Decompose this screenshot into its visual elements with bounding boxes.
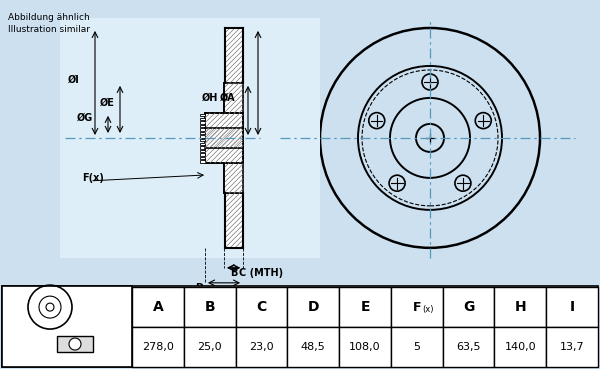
Bar: [184, 327, 236, 367]
Text: F: F: [413, 301, 421, 314]
Bar: [225, 28, 243, 83]
Circle shape: [69, 338, 81, 350]
Text: ØG: ØG: [77, 113, 93, 123]
Bar: [546, 287, 598, 327]
Text: ØI: ØI: [68, 75, 80, 85]
Text: 23,0: 23,0: [249, 342, 274, 352]
Text: 278,0: 278,0: [142, 342, 174, 352]
Bar: [2, 286, 132, 367]
Bar: [200, 132, 205, 134]
Text: E: E: [360, 300, 370, 314]
Text: C (MTH): C (MTH): [239, 268, 283, 278]
Bar: [60, 18, 320, 258]
Bar: [224, 83, 243, 113]
Bar: [200, 125, 205, 127]
Text: ØH: ØH: [202, 93, 218, 103]
Text: ØA: ØA: [220, 93, 236, 103]
Bar: [443, 287, 494, 327]
Text: 140,0: 140,0: [505, 342, 536, 352]
Bar: [391, 327, 443, 367]
Bar: [200, 146, 205, 149]
Bar: [200, 150, 205, 152]
Bar: [57, 336, 93, 352]
Bar: [391, 287, 443, 327]
Bar: [200, 142, 205, 145]
Bar: [443, 327, 494, 367]
Text: A: A: [152, 300, 163, 314]
Text: ØE: ØE: [100, 97, 115, 107]
Bar: [339, 327, 391, 367]
Bar: [200, 114, 205, 117]
Text: C: C: [256, 300, 266, 314]
Bar: [546, 327, 598, 367]
Bar: [236, 287, 287, 327]
Text: 13,7: 13,7: [560, 342, 584, 352]
Text: 108,0: 108,0: [349, 342, 381, 352]
Bar: [200, 157, 205, 159]
Bar: [225, 193, 243, 248]
Bar: [200, 135, 205, 138]
Bar: [200, 153, 205, 156]
Text: D: D: [195, 283, 203, 293]
Bar: [494, 327, 546, 367]
Bar: [200, 139, 205, 141]
Text: 63,5: 63,5: [457, 342, 481, 352]
Text: Abbildung ähnlich
Illustration similar: Abbildung ähnlich Illustration similar: [8, 13, 90, 34]
Text: H: H: [515, 300, 526, 314]
Bar: [236, 327, 287, 367]
Bar: [200, 161, 205, 163]
Bar: [132, 327, 184, 367]
Bar: [200, 118, 205, 120]
Bar: [494, 287, 546, 327]
Bar: [224, 163, 243, 193]
Text: G: G: [463, 300, 474, 314]
Bar: [339, 287, 391, 327]
Bar: [184, 287, 236, 327]
Text: 25,0: 25,0: [197, 342, 222, 352]
Bar: [132, 287, 184, 327]
Bar: [287, 327, 339, 367]
Text: B: B: [230, 268, 237, 278]
Bar: [287, 287, 339, 327]
Bar: [200, 121, 205, 124]
Text: B: B: [205, 300, 215, 314]
Text: 48,5: 48,5: [301, 342, 326, 352]
Bar: [200, 128, 205, 131]
Text: I: I: [569, 300, 575, 314]
Text: 5: 5: [413, 342, 420, 352]
Bar: [205, 113, 243, 163]
Text: F(x): F(x): [82, 173, 104, 183]
Text: D: D: [307, 300, 319, 314]
Text: (x): (x): [422, 304, 433, 314]
